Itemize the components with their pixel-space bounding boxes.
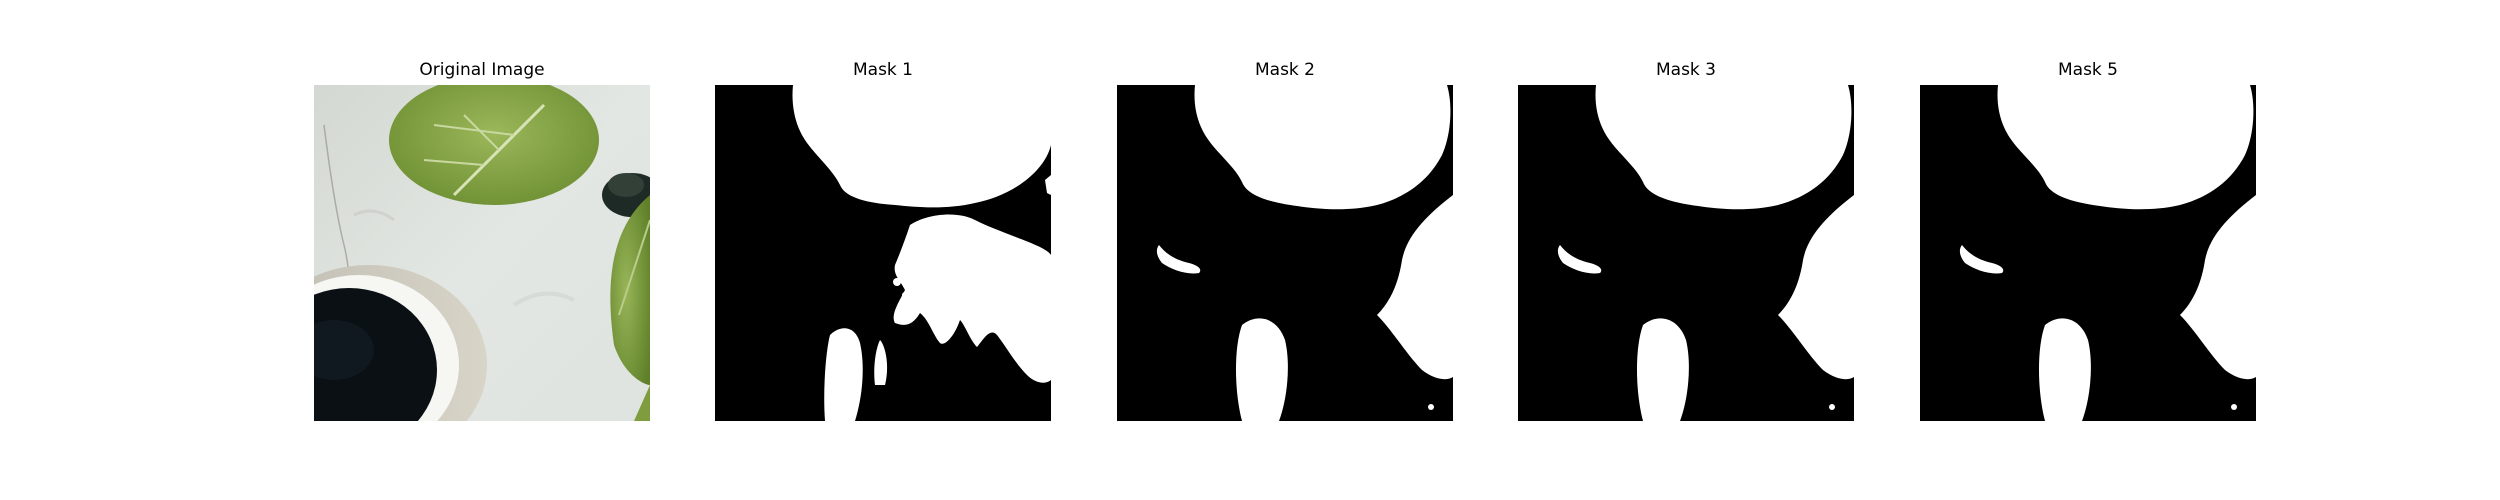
panel-title: Mask 5 (1920, 60, 2256, 80)
panel-title: Mask 2 (1117, 60, 1453, 80)
panel-title: Mask 1 (715, 60, 1051, 80)
panel-title: Original Image (314, 60, 650, 80)
panel-title: Mask 3 (1518, 60, 1854, 80)
mask-1-image (715, 85, 1051, 421)
original-photo (314, 85, 650, 421)
mask-2-image (1117, 85, 1453, 421)
mask-5-image (1920, 85, 2256, 421)
mask-3-image (1518, 85, 1854, 421)
